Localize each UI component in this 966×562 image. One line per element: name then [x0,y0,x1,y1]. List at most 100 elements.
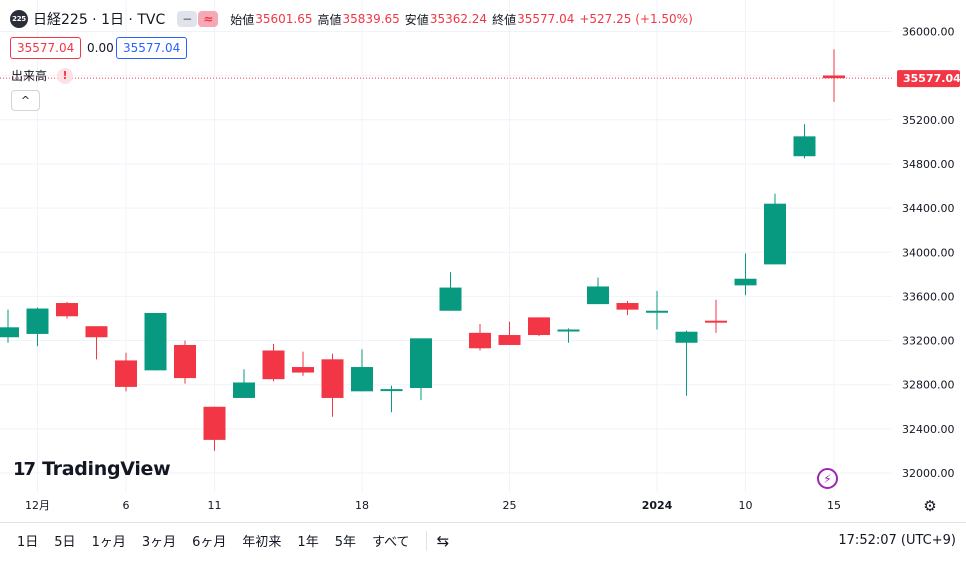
x-tick-label: 18 [355,499,369,512]
chart-grid [0,0,892,492]
buy-price-box[interactable]: 35577.04 [116,37,188,59]
y-tick-label: 34400.00 [902,202,955,215]
x-tick-label: 25 [503,499,517,512]
sell-price-box[interactable]: 35577.04 [10,37,82,59]
volume-label[interactable]: 出来高 [11,69,48,83]
candle-body [233,382,255,398]
candle [262,343,285,382]
candle [115,352,137,392]
candle-body [616,303,639,310]
candle-body [115,360,137,387]
candle-body [498,335,521,345]
toolbar-divider [425,530,427,551]
candle-body [675,331,698,343]
y-tick-label: 33200.00 [902,335,955,348]
symbol-title[interactable]: 日経225 · 1日 · TVC [33,12,166,28]
candle [675,330,698,396]
minimize-icon[interactable]: − [177,11,198,27]
candle [587,277,609,305]
candle [26,307,49,347]
price-chart[interactable]: 32000.00 32400.00 32800.00 33200.00 33600.00… [0,0,966,522]
candle [469,323,491,351]
candle [557,328,580,343]
candle [292,351,314,376]
y-tick-label: 36000.00 [902,26,955,39]
candle [0,309,19,343]
y-tick-label: 32400.00 [902,423,955,436]
candle-body [262,350,285,380]
candle-body [528,317,550,336]
candle [764,193,786,265]
collapse-legend-button[interactable]: ^ [11,90,40,111]
time-axis[interactable]: 12月 6 11 18 25 2024 10 15 [25,499,841,512]
candle-body [793,136,816,157]
wave-icon[interactable]: ≈ [198,11,219,27]
candle-body [823,75,845,79]
y-tick-label: 34000.00 [902,246,955,259]
candle [233,369,255,398]
candle [646,290,668,330]
clock-timezone[interactable]: 17:52:07 (UTC+9) [838,533,956,548]
candle-body [646,310,668,313]
candle-body [203,406,226,440]
candle [793,124,816,159]
candle [174,340,196,384]
gear-icon[interactable]: ⚙ [923,497,937,515]
open-value: 35601.65 [255,12,313,26]
range-1d-button[interactable]: 1日 [17,535,39,550]
candle-body [557,329,580,332]
symbol-legend: 225 日経225 · 1日 · TVC − ≈ 始値 35601.65 高値 … [10,9,698,29]
candle-body [0,327,19,338]
price-axis[interactable]: 32000.00 32400.00 32800.00 33200.00 33600.00… [902,26,955,481]
high-value: 35839.65 [342,12,400,26]
range-ytd-button[interactable]: 年初来 [242,535,282,550]
x-tick-label: 6 [123,499,130,512]
range-3m-button[interactable]: 3ヶ月 [141,535,177,550]
candle-body [587,286,609,305]
candle [144,312,167,371]
warning-icon[interactable]: ! [57,67,74,84]
range-1y-button[interactable]: 1年 [297,535,319,550]
low-value: 35362.24 [429,12,488,26]
candle-body [764,203,786,265]
candle [439,272,462,311]
date-range-icon[interactable]: ⇆ [436,531,450,550]
candle [203,406,226,451]
range-5d-button[interactable]: 5日 [54,535,76,550]
y-tick-label: 34800.00 [902,158,955,171]
x-tick-label: 2024 [642,499,673,512]
bottom-toolbar: 1日 5日 1ヶ月 3ヶ月 6ヶ月 年初来 1年 5年 すべて ⇆ 17:52:… [0,522,966,558]
x-tick-label: 11 [208,499,222,512]
candle-body [380,389,403,392]
candle [528,317,550,337]
candle-body [439,287,462,311]
candle-body [734,278,757,286]
candle-body [469,332,491,349]
range-all-button[interactable]: すべて [371,535,410,550]
candle [321,353,344,417]
candle-body [174,344,196,379]
close-value: 35577.04 [517,12,575,26]
symbol-badge[interactable]: 225 [10,10,28,28]
candle [85,326,108,360]
spread-value: 0.00 [81,37,120,59]
range-1m-button[interactable]: 1ヶ月 [91,535,126,550]
candle-body [144,312,167,371]
x-tick-label: 12月 [25,499,50,512]
y-tick-label: 33600.00 [902,290,955,303]
candle-body [351,367,373,392]
candle [498,321,521,345]
candle-body [321,359,344,398]
lightning-icon[interactable]: ⚡ [817,468,838,489]
range-6m-button[interactable]: 6ヶ月 [192,535,227,550]
range-5y-button[interactable]: 5年 [334,535,356,550]
candle [616,300,639,316]
open-label: 始値 [230,12,255,27]
y-tick-label: 35200.00 [902,114,955,127]
tradingview-logo[interactable]: 17 TradingView [13,458,171,480]
y-tick-label: 32800.00 [902,379,955,392]
candle-body [705,320,727,323]
chevron-up-icon: ^ [20,94,31,107]
low-label: 安値 [404,12,429,27]
tradingview-logo-icon: 17 [13,458,36,480]
